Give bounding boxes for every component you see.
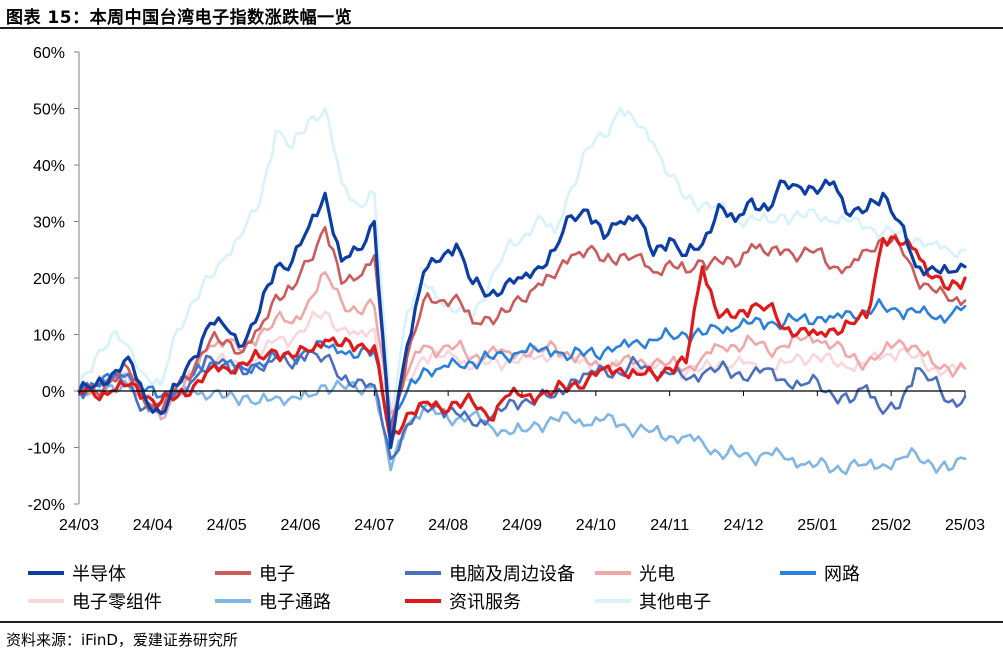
legend-label: 电子通路: [259, 592, 331, 613]
y-tick-label: 10%: [33, 328, 65, 345]
series-line: [77, 350, 967, 461]
legend-label: 资讯服务: [449, 592, 521, 613]
series-line: [77, 225, 967, 438]
x-tick-label: 24/12: [723, 517, 763, 534]
top-rule: [0, 27, 1003, 29]
legend-label: 电子: [259, 564, 295, 585]
x-tick-label: 24/10: [576, 517, 616, 534]
y-tick-label: -10%: [28, 441, 65, 458]
x-tick-label: 25/03: [945, 517, 985, 534]
legend-label: 半导体: [72, 564, 126, 585]
x-tick-label: 24/03: [59, 517, 99, 534]
x-tick-label: 24/11: [650, 517, 689, 534]
y-tick-label: 30%: [33, 215, 65, 232]
legend-label: 光电: [639, 564, 675, 585]
legend-label: 电脑及周边设备: [449, 564, 575, 585]
plot-lines: [77, 107, 967, 476]
series-line: [77, 379, 967, 476]
x-tick-label: 24/05: [207, 517, 247, 534]
x-tick-label: 24/06: [280, 517, 320, 534]
x-tick-label: 24/07: [354, 517, 394, 534]
series-line: [77, 178, 967, 450]
x-tick-label: 24/04: [133, 517, 173, 534]
source-note: 资料来源：iFinD，爱建证券研究所: [6, 631, 238, 649]
y-tick-label: -20%: [28, 497, 65, 514]
legend-label: 电子零组件: [72, 592, 162, 613]
x-tick-label: 25/02: [871, 517, 911, 534]
y-tick-label: 20%: [33, 271, 65, 288]
bottom-rule: [0, 621, 1003, 623]
x-tick-label: 24/09: [502, 517, 542, 534]
y-tick-label: 40%: [33, 158, 65, 175]
y-tick-label: 60%: [33, 45, 65, 62]
series-line: [77, 235, 967, 444]
series-line: [77, 107, 967, 415]
legend-label: 网路: [824, 564, 860, 585]
figure-title: 图表 15：本周中国台湾电子指数涨跌幅一览: [6, 8, 353, 28]
x-tick-label: 24/08: [428, 517, 468, 534]
y-tick-label: 50%: [33, 102, 65, 119]
line-chart: -20% -10% 0% 10% 20% 30% 40% 50% 60% 24/03 24/04 24…: [28, 45, 985, 613]
legend-label: 其他电子: [639, 592, 711, 613]
x-tick-label: 25/01: [797, 517, 837, 534]
y-tick-label: 0%: [42, 384, 65, 401]
axes: -20% -10% 0% 10% 20% 30% 40% 50% 60% 24/03 24/04 24…: [28, 45, 985, 534]
